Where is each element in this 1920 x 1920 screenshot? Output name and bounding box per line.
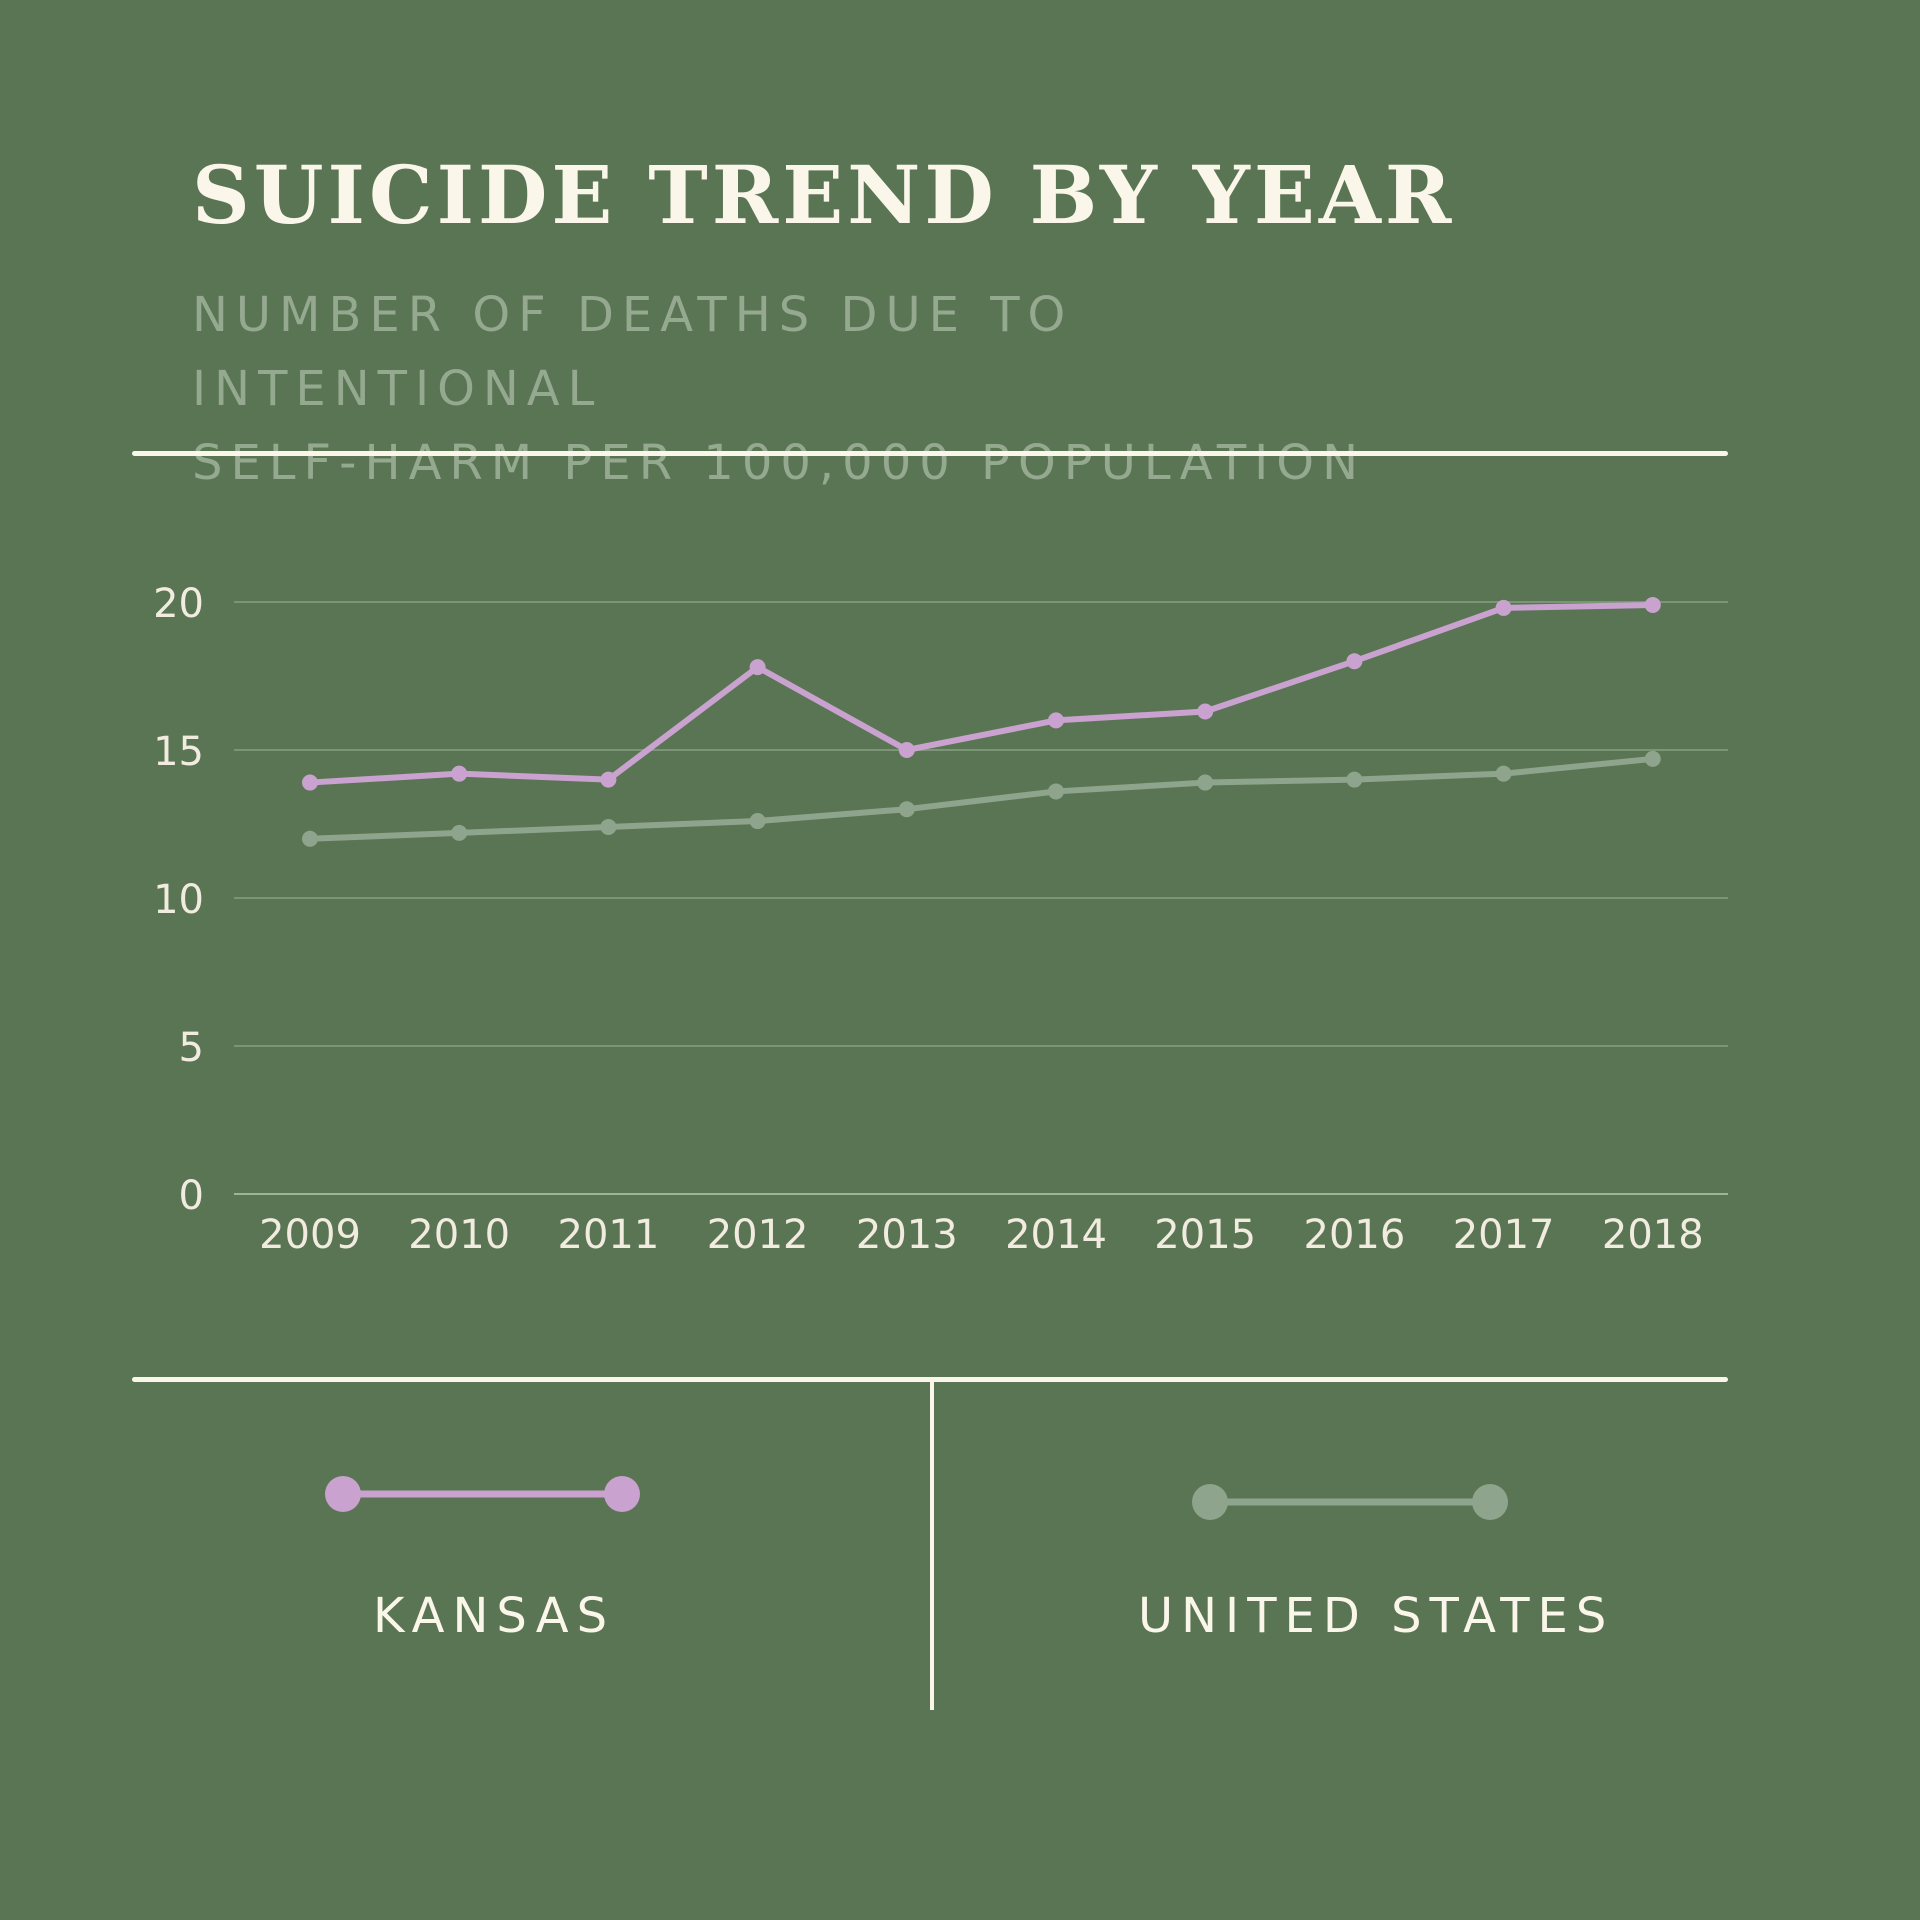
data-point-kansas <box>1197 703 1214 720</box>
x-tick-label: 2013 <box>856 1212 958 1258</box>
data-point-united-states <box>1495 765 1512 782</box>
legend-divider <box>930 1382 934 1710</box>
data-point-united-states <box>302 830 318 847</box>
legend-united-states-icon <box>1192 1484 1508 1520</box>
data-point-united-states <box>1346 771 1363 788</box>
data-point-united-states <box>1644 750 1661 767</box>
legend-united-states-label: UNITED STATES <box>1138 1588 1615 1644</box>
y-tick-label: 20 <box>153 581 204 627</box>
x-tick-label: 2016 <box>1304 1212 1406 1258</box>
x-tick-label: 2018 <box>1602 1212 1704 1258</box>
series-line-united-states <box>307 755 1656 842</box>
y-tick-label: 10 <box>153 877 204 923</box>
data-point-united-states <box>1197 774 1214 791</box>
legend-kansas-icon <box>325 1476 640 1512</box>
y-tick-label: 5 <box>179 1025 204 1071</box>
subtitle-line-2: SELF-HARM PER 100,000 POPULATION <box>192 435 1366 491</box>
data-point-kansas <box>1495 599 1512 616</box>
data-point-kansas <box>302 774 318 791</box>
data-point-united-states <box>451 824 468 841</box>
x-tick-label: 2012 <box>707 1212 809 1258</box>
data-point-united-states <box>749 813 766 830</box>
y-tick-label: 0 <box>179 1173 204 1219</box>
data-point-kansas <box>1048 712 1064 729</box>
x-tick-label: 2015 <box>1154 1212 1256 1258</box>
data-point-kansas <box>600 771 617 788</box>
legend-kansas-label: KANSAS <box>373 1588 616 1644</box>
data-point-kansas <box>898 742 915 758</box>
data-point-united-states <box>898 801 915 818</box>
data-point-kansas <box>451 765 468 782</box>
data-point-kansas <box>1346 653 1363 670</box>
x-tick-label: 2017 <box>1453 1212 1555 1258</box>
chart-title: SUICIDE TREND BY YEAR <box>192 148 1456 242</box>
bottom-divider <box>132 1377 1728 1382</box>
subtitle-line-1: NUMBER OF DEATHS DUE TO INTENTIONAL <box>192 287 1074 417</box>
x-tick-label: 2014 <box>1005 1212 1107 1258</box>
data-point-united-states <box>600 818 617 835</box>
data-point-united-states <box>1048 783 1064 800</box>
y-tick-label: 15 <box>153 729 204 775</box>
data-point-kansas <box>749 659 766 676</box>
x-tick-label: 2010 <box>408 1212 510 1258</box>
series-line-kansas <box>307 601 1656 786</box>
data-point-kansas <box>1644 596 1661 613</box>
x-tick-label: 2011 <box>558 1212 660 1258</box>
top-divider <box>132 451 1728 456</box>
chart-subtitle: NUMBER OF DEATHS DUE TO INTENTIONAL SELF… <box>192 278 1492 500</box>
x-tick-label: 2009 <box>259 1212 361 1258</box>
